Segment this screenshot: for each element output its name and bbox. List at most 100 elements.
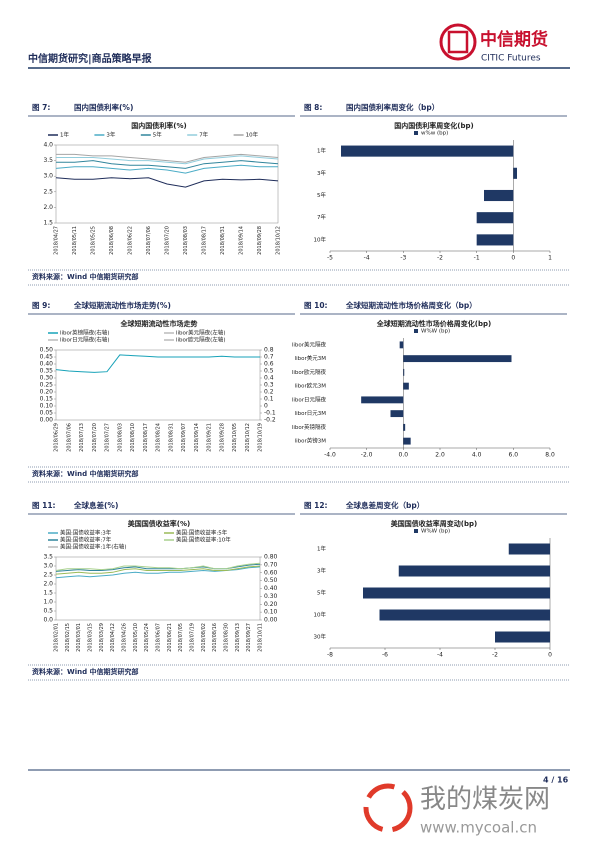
x-tick-label: 2018/09/28: [257, 226, 263, 255]
watermark-url: www.mycoal.cn: [420, 819, 537, 837]
legend-label: 美国:国债收益率:1年(右轴): [60, 543, 127, 551]
x-tick-label: -2: [437, 255, 443, 262]
legend-label: 美国:国债收益率:3年: [60, 529, 112, 537]
x-tick-label: 2018/09/27: [246, 623, 252, 652]
category-label: libor美元3M: [295, 354, 327, 362]
x-tick-label: 2018/06/22: [128, 226, 134, 255]
y-tick-label: 0.05: [40, 410, 54, 417]
bar: [508, 543, 550, 555]
series-line: [55, 565, 261, 575]
x-tick-label: 2018/09/28: [219, 423, 225, 452]
x-tick-label: 0: [548, 652, 552, 659]
y-tick-label: 2.5: [43, 572, 53, 579]
x-tick-label: 2018/04/12: [110, 623, 116, 652]
x-tick-label: 2018/05/11: [72, 226, 78, 255]
category-label: 10年: [314, 235, 327, 243]
x-tick-label: -4: [364, 255, 370, 262]
x-tick-label: 2018/09/14: [194, 423, 200, 452]
bar: [484, 189, 514, 202]
x-tick-label: 6.0: [509, 452, 519, 459]
y2-tick-label: 0.60: [264, 569, 278, 576]
category-label: 5年: [317, 191, 326, 199]
category-label: 30年: [314, 633, 327, 641]
source: 资料来源：Wind 中信期货研究部: [32, 272, 139, 281]
figure-label: 图 8:: [304, 103, 322, 112]
x-tick-label: 2018/08/17: [202, 226, 208, 255]
x-tick-label: 2018/02/15: [65, 623, 71, 652]
category-label: 10年: [314, 611, 327, 619]
y-tick-label: 0.10: [40, 403, 54, 410]
header-title: 中信期货研究|商品策略早报: [28, 52, 152, 65]
source: 资料来源：Wind 中信期货研究部: [32, 667, 139, 676]
legend-label: 美国:国债收益率:5年: [176, 529, 228, 537]
bar: [495, 631, 550, 643]
x-tick-label: 2018/07/06: [66, 423, 72, 452]
bar: [403, 423, 406, 431]
legend-swatch: [414, 529, 418, 533]
x-tick-label: -3: [400, 255, 406, 262]
y2-tick-label: 0.80: [264, 554, 278, 561]
series-line: [55, 562, 261, 571]
x-tick-label: 2018/03/29: [99, 623, 105, 652]
legend-label: libor欧元隔夜(左轴): [176, 336, 225, 344]
chart-title: 全球短期流动性市场走势: [120, 319, 198, 328]
legend-label: W%W (bp): [421, 529, 450, 535]
bar: [379, 609, 550, 621]
legend-label: 5年: [153, 131, 162, 139]
x-tick-label: 2018/03/15: [88, 623, 94, 652]
bar: [403, 382, 409, 390]
figure-label: 图 9:: [32, 301, 50, 310]
x-tick-label: 2018/03/01: [76, 623, 82, 652]
category-label: libor欧元3M: [295, 382, 327, 390]
y2-tick-label: 0.00: [264, 617, 278, 624]
chart-title: 全球短期流动性市场价格周变化(bp): [376, 319, 491, 328]
category-label: 1年: [317, 147, 326, 155]
x-tick-label: 2018/09/13: [235, 623, 241, 652]
x-tick-label: 2018/06/08: [109, 226, 115, 255]
x-tick-label: 2018/08/03: [117, 423, 123, 452]
y-tick-label: 0.50: [40, 347, 54, 354]
y2-tick-label: 0.6: [264, 361, 274, 368]
y-tick-label: 0.35: [40, 368, 54, 375]
x-tick-label: 2018/06/29: [54, 423, 60, 452]
legend-label: libor英镑隔夜(右轴): [60, 329, 109, 337]
series-line: [55, 354, 260, 373]
y2-tick-label: -0.1: [264, 410, 276, 417]
bar: [403, 355, 512, 363]
x-tick-label: 2018/08/10: [130, 423, 136, 452]
x-tick-label: 2018/08/31: [168, 423, 174, 452]
x-tick-label: 2018/08/30: [224, 623, 230, 652]
legend-label: 3年: [106, 131, 115, 139]
watermark-cn: 我的煤炭网: [420, 785, 550, 815]
x-tick-label: 2018/08/24: [156, 423, 162, 452]
bar: [398, 565, 550, 577]
x-tick-label: -8: [327, 652, 333, 659]
y-tick-label: 3.0: [43, 563, 53, 570]
category-label: libor欧元隔夜: [292, 368, 327, 376]
x-tick-label: 2018/07/20: [165, 226, 171, 255]
x-tick-label: 2018/08/03: [183, 226, 189, 255]
x-tick-label: 2018/04/26: [122, 623, 128, 652]
figure-title: 全球短期流动性市场价格周变化（bp）: [345, 300, 477, 310]
y-tick-label: 0.30: [40, 375, 54, 382]
bar: [341, 145, 514, 157]
series-line: [55, 164, 278, 174]
y-tick-label: 2.0: [43, 204, 53, 211]
category-label: libor日元3M: [295, 410, 327, 417]
x-tick-label: 2018/04/27: [54, 226, 60, 255]
page-number: 4 / 16: [543, 776, 569, 785]
x-tick-label: 1: [548, 255, 552, 262]
y-tick-label: 2.0: [43, 581, 53, 588]
y-tick-label: 2.5: [43, 188, 53, 195]
legend-swatch: [414, 329, 418, 333]
bar: [399, 341, 404, 349]
x-tick-label: 2018/10/11: [258, 623, 264, 652]
x-tick-label: 2018/10/12: [276, 226, 282, 255]
x-tick-label: 2018/08/02: [201, 623, 207, 652]
y-tick-label: 1.5: [43, 590, 53, 597]
x-tick-label: -1: [474, 255, 480, 262]
figure-title: 全球息差(%): [73, 500, 118, 510]
series-line: [56, 153, 279, 163]
y2-tick-label: 0.70: [264, 561, 278, 568]
